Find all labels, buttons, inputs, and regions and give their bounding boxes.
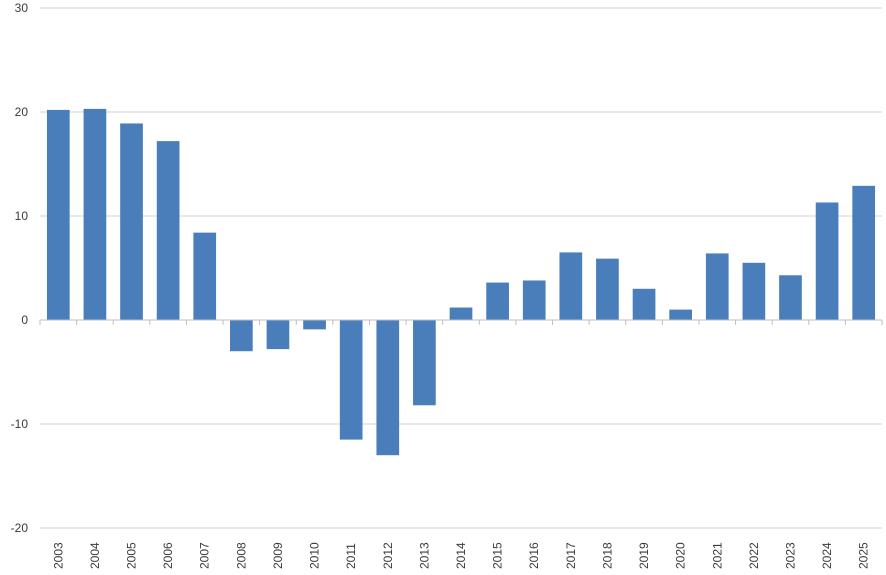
x-tick-label: 2025: [857, 542, 871, 569]
y-tick-label: -10: [11, 417, 29, 431]
x-tick-label: 2004: [88, 542, 102, 569]
y-tick-label: 10: [15, 209, 29, 223]
bar-2017: [559, 252, 583, 320]
bar-2006: [156, 141, 180, 320]
y-tick-label: 30: [15, 1, 29, 15]
bar-2021: [705, 253, 729, 320]
x-tick-label: 2012: [381, 542, 395, 569]
x-tick-label: 2023: [783, 542, 797, 569]
x-tick-label: 2015: [491, 542, 505, 569]
bar-2004: [83, 108, 107, 320]
x-tick-label: 2018: [600, 542, 614, 569]
x-tick-label: 2010: [308, 542, 322, 569]
bars: [46, 108, 876, 456]
bar-2005: [120, 123, 143, 320]
x-tick-label: 2009: [271, 542, 285, 569]
x-tick-label: 2019: [637, 542, 651, 569]
x-tick-label: 2008: [234, 542, 248, 569]
x-tick-label: 2003: [51, 542, 65, 569]
bar-2025: [852, 185, 876, 320]
y-axis-tick-labels: -20 -10 0 10 20 30: [11, 1, 29, 535]
x-tick-label: 2006: [161, 542, 175, 569]
bar-2024: [815, 202, 839, 320]
bar-2010: [303, 320, 326, 330]
bar-2013: [413, 320, 436, 406]
bar-2022: [742, 262, 766, 320]
bar-2018: [596, 258, 619, 320]
x-tick-label: 2007: [198, 542, 212, 569]
x-tick-label: 2024: [820, 542, 834, 569]
y-tick-label: 0: [21, 313, 28, 327]
bar-2019: [632, 288, 656, 320]
x-tick-label: 2021: [710, 542, 724, 569]
bar-2020: [669, 309, 693, 320]
bar-2012: [376, 320, 400, 456]
x-tick-label: 2016: [527, 542, 541, 569]
x-tick-label: 2017: [564, 542, 578, 569]
x-tick-label: 2022: [747, 542, 761, 569]
x-tick-label: 2005: [125, 542, 139, 569]
bar-2016: [522, 280, 546, 320]
x-tick-label: 2013: [417, 542, 431, 569]
bar-2014: [449, 307, 473, 320]
bar-2023: [779, 275, 802, 320]
x-tick-label: 2011: [344, 543, 358, 569]
bar-2003: [46, 109, 70, 320]
x-tick-label: 2014: [454, 542, 468, 569]
x-tick-label: 2020: [674, 542, 688, 569]
x-axis-tick-labels: 2003 2004 2005 2006 2007 2008 2009 2010 2011 2012…: [39, 320, 883, 569]
bar-2009: [266, 320, 290, 350]
y-tick-label: -20: [11, 521, 29, 535]
bar-2015: [486, 282, 509, 320]
bar-2007: [193, 232, 217, 320]
bar-2008: [229, 320, 253, 352]
bar-2011: [339, 320, 363, 440]
gridlines: [40, 7, 882, 529]
y-tick-label: 20: [15, 105, 29, 119]
